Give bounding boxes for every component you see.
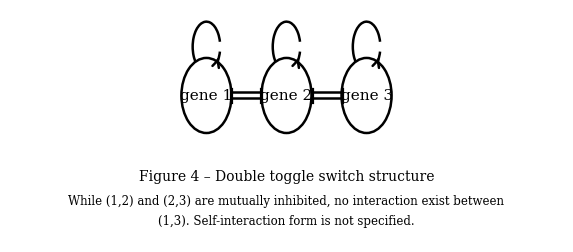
Ellipse shape xyxy=(261,59,312,134)
Text: Figure 4 – Double toggle switch structure: Figure 4 – Double toggle switch structur… xyxy=(139,169,434,183)
Text: (1,3). Self-interaction form is not specified.: (1,3). Self-interaction form is not spec… xyxy=(158,214,415,227)
Text: gene 2: gene 2 xyxy=(260,89,313,103)
Text: While (1,2) and (2,3) are mutually inhibited, no interaction exist between: While (1,2) and (2,3) are mutually inhib… xyxy=(69,194,504,207)
Text: gene 3: gene 3 xyxy=(340,89,393,103)
Ellipse shape xyxy=(342,59,391,134)
Text: gene 1: gene 1 xyxy=(180,89,233,103)
Ellipse shape xyxy=(182,59,231,134)
